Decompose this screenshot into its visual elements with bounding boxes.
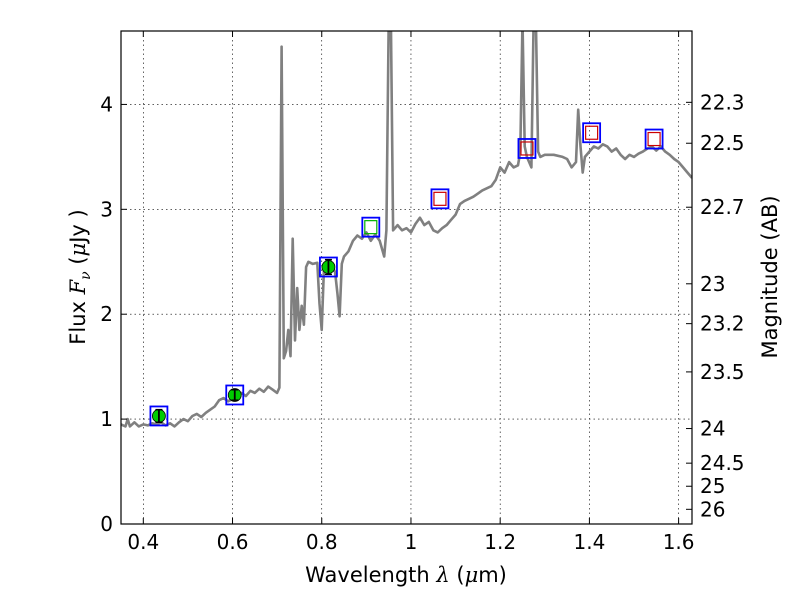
x-tick-label: 1.6 (663, 530, 695, 554)
model-photometry-square (430, 188, 450, 210)
x-axis-label: Wavelength λ (μm) (305, 563, 507, 587)
x-tick-label: 0.4 (127, 530, 159, 554)
y2-tick-label: 24 (700, 417, 725, 441)
x-tick-label: 1.2 (484, 530, 516, 554)
y-tick-label: 2 (100, 302, 113, 326)
y2-tick-label: 25 (700, 474, 725, 498)
model-photometry-square (582, 122, 602, 144)
y2-tick-label: 22.7 (700, 195, 745, 219)
model-photometry-square (644, 128, 664, 150)
observed-upper-limit-square (520, 141, 534, 156)
y2-tick-label: 23.5 (700, 360, 745, 384)
y2-tick-label: 24.5 (700, 451, 745, 475)
y-tick-label: 0 (100, 512, 113, 536)
y2-axis-label: Magnitude (AB) (758, 195, 782, 358)
observed-upper-limit-square (647, 131, 661, 147)
y2-tick-label: 23.2 (700, 312, 745, 336)
y2-tick-label: 26 (700, 497, 725, 521)
model-photometry-square (225, 384, 245, 406)
x-tick-label: 0.8 (306, 530, 338, 554)
y-tick-label: 1 (100, 407, 113, 431)
y-tick-label: 4 (100, 92, 113, 116)
y-axis-label: Flux Fν (μJy ) (66, 209, 94, 344)
model-photometry-square (361, 216, 381, 238)
x-tick-label: 1.4 (573, 530, 605, 554)
model-photometry-square (517, 138, 537, 159)
x-tick-label: 1 (405, 530, 418, 554)
observed-upper-limit-square (364, 220, 378, 235)
plot-background (121, 31, 692, 524)
plot-area (121, 31, 692, 428)
plot-frame (120, 30, 693, 525)
grid (121, 31, 692, 525)
observed-upper-limit-square (585, 125, 599, 140)
y2-tick-label: 22.3 (700, 90, 745, 114)
model-photometry-square (149, 405, 169, 427)
model-photometry-square (319, 256, 338, 278)
y2-tick-label: 23 (700, 272, 725, 296)
y2-tick-label: 22.5 (700, 131, 745, 155)
y-tick-label: 3 (100, 197, 113, 221)
x-tick-label: 0.6 (217, 530, 249, 554)
observed-upper-limit-square (433, 191, 447, 206)
sed-line (121, 31, 692, 428)
